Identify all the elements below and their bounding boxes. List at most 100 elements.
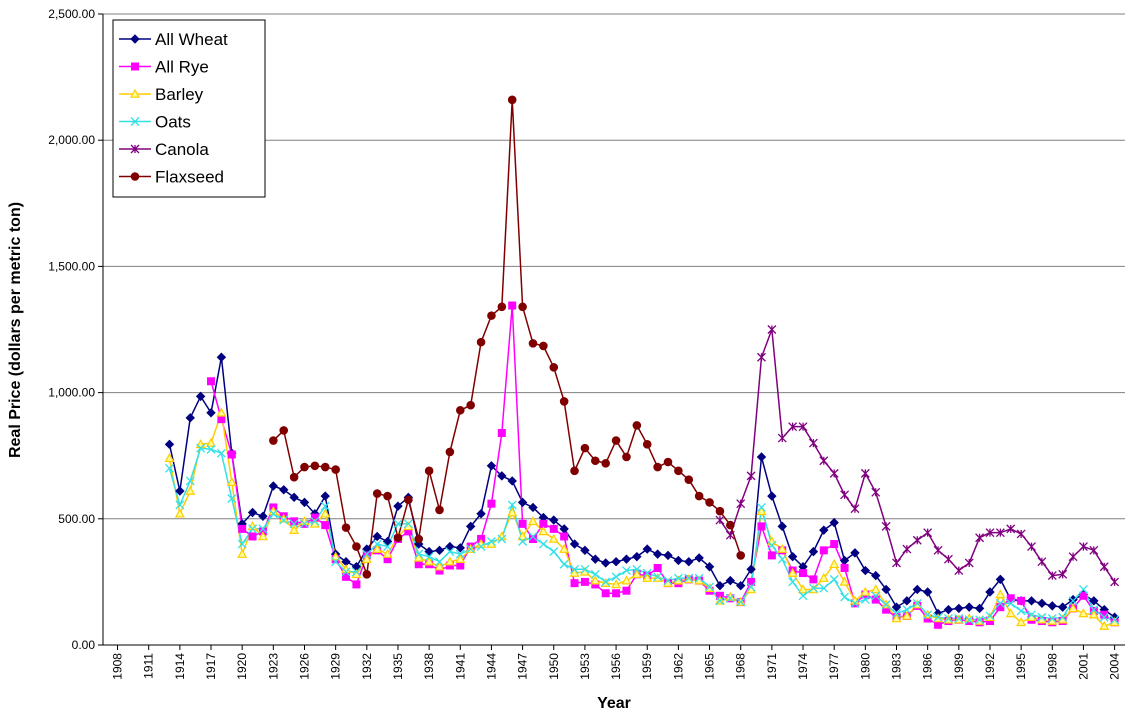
- marker: [497, 534, 507, 544]
- marker: [892, 558, 901, 568]
- marker: [902, 596, 912, 606]
- marker: [840, 592, 850, 602]
- marker: [320, 491, 330, 501]
- marker: [819, 525, 829, 535]
- marker: [621, 554, 632, 564]
- x-tick-label: 1956: [609, 653, 623, 680]
- marker: [289, 524, 300, 534]
- marker: [195, 391, 206, 402]
- marker: [964, 602, 974, 612]
- marker: [538, 526, 549, 536]
- marker: [601, 589, 610, 598]
- x-tick-label: 1980: [858, 653, 872, 680]
- marker: [227, 494, 237, 504]
- legend-label: All Rye: [155, 58, 209, 77]
- marker: [414, 534, 424, 544]
- marker: [341, 567, 351, 577]
- marker: [393, 519, 403, 529]
- marker: [247, 507, 258, 518]
- x-tick-label: 1971: [765, 653, 779, 680]
- marker: [974, 603, 985, 614]
- marker: [1037, 557, 1047, 567]
- legend-label: All Wheat: [155, 30, 228, 49]
- marker: [1099, 620, 1110, 630]
- marker: [226, 476, 237, 487]
- marker: [487, 311, 496, 320]
- marker: [850, 598, 860, 608]
- marker: [258, 524, 268, 534]
- marker: [600, 558, 611, 568]
- marker: [850, 504, 860, 514]
- marker: [435, 505, 444, 515]
- x-tick-label: 1983: [890, 653, 904, 680]
- marker: [528, 339, 538, 348]
- marker: [528, 532, 538, 541]
- marker: [694, 491, 704, 501]
- marker: [777, 543, 788, 553]
- marker: [787, 551, 798, 562]
- marker: [704, 562, 715, 572]
- marker: [705, 498, 714, 507]
- marker: [549, 515, 559, 525]
- legend-label: Flaxseed: [155, 168, 224, 187]
- marker: [912, 598, 922, 608]
- legend-label: Oats: [155, 113, 191, 132]
- marker: [860, 595, 870, 605]
- marker: [912, 535, 922, 545]
- marker: [331, 465, 340, 474]
- marker: [362, 549, 372, 559]
- marker: [1016, 529, 1026, 539]
- series-line: [210, 305, 1116, 626]
- marker: [798, 584, 809, 594]
- x-tick-label: 1935: [391, 653, 405, 680]
- x-tick-label: 1989: [952, 653, 966, 680]
- marker: [829, 517, 839, 528]
- marker: [881, 584, 891, 595]
- marker: [1089, 605, 1099, 615]
- marker: [611, 579, 622, 589]
- x-tick-label: 1941: [453, 653, 467, 680]
- marker: [1016, 606, 1026, 616]
- x-tick-label: 1914: [173, 653, 187, 680]
- marker: [175, 486, 185, 496]
- marker: [413, 552, 424, 562]
- marker: [341, 523, 351, 532]
- x-tick-label: 1968: [734, 653, 748, 680]
- marker: [892, 608, 901, 618]
- marker: [612, 589, 621, 598]
- series-line: [168, 357, 1116, 618]
- series-line: [272, 99, 742, 575]
- marker: [185, 413, 195, 423]
- marker: [476, 542, 486, 552]
- marker: [777, 554, 787, 564]
- marker: [1079, 542, 1088, 552]
- marker: [642, 440, 652, 449]
- marker: [455, 405, 465, 415]
- marker: [205, 437, 217, 447]
- marker: [653, 564, 662, 573]
- x-tick-label: 1926: [297, 653, 311, 680]
- marker: [393, 533, 403, 543]
- marker: [673, 555, 684, 566]
- marker: [829, 468, 839, 478]
- x-tick-label: 1995: [1014, 653, 1028, 680]
- marker: [995, 528, 1005, 538]
- x-tick-label: 1929: [329, 653, 343, 680]
- marker: [787, 567, 798, 577]
- x-tick-label: 1938: [422, 653, 436, 680]
- marker: [757, 352, 766, 362]
- marker: [829, 574, 839, 584]
- marker: [299, 497, 310, 508]
- marker: [175, 500, 185, 510]
- marker: [881, 600, 891, 610]
- marker: [715, 515, 725, 525]
- marker: [414, 549, 424, 559]
- marker: [289, 492, 299, 503]
- marker: [777, 433, 787, 443]
- marker: [808, 438, 818, 448]
- marker: [767, 540, 777, 550]
- marker: [766, 536, 777, 546]
- marker: [362, 570, 372, 579]
- marker: [279, 426, 289, 435]
- legend-label: Canola: [155, 140, 209, 159]
